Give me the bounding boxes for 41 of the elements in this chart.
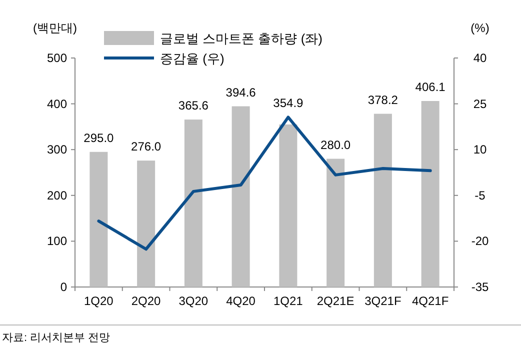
legend-label: 글로벌 스마트폰 출하량 (좌) [160,31,322,46]
bar [90,152,108,287]
y2-tick-label: -35 [471,280,489,294]
x-tick-label: 3Q20 [178,294,208,308]
bar [137,160,156,287]
y2-tick-label: 40 [473,51,487,65]
y-axis-title: (백만대) [33,21,77,35]
y-tick-label: 200 [46,188,68,202]
bar [421,101,440,287]
y-tick-label: 100 [46,234,68,248]
x-tick-label: 3Q21F [364,294,402,308]
bar [232,106,250,287]
x-tick-label: 1Q20 [84,294,114,308]
x-tick-label: 1Q21 [274,294,304,308]
y-tick-label: 400 [46,96,68,111]
data-label: 354.9 [273,96,304,110]
bar [184,120,202,287]
data-label: 365.6 [178,98,209,113]
x-tick-label: 2Q21E [316,294,354,308]
bar [326,158,345,287]
bar [279,124,298,287]
data-label: 280.0 [320,138,351,152]
text: 자료: 리서치본부 전망 [2,332,110,344]
y2-tick-label: -5 [474,188,486,202]
y-tick-label: 300 [46,142,68,157]
data-label: 406.1 [415,80,446,94]
x-tick-label: 4Q20 [226,294,256,308]
data-label: 394.6 [226,85,256,100]
data-label: 276.0 [131,140,162,154]
x-tick-label: 2Q20 [131,294,162,308]
y-tick-label: 500 [46,51,68,65]
y2-axis-title: (%) [470,21,490,35]
y2-tick-label: 10 [473,142,487,157]
y2-tick-label: 25 [473,96,487,111]
legend-label: 증감율 (우) [160,51,224,66]
x-tick-label: 4Q21F [412,294,449,308]
y2-tick-label: -20 [471,234,489,248]
y-tick-label: 0 [60,280,68,294]
data-label: 295.0 [84,130,114,145]
data-label: 378.2 [368,92,398,107]
bar [374,114,392,287]
